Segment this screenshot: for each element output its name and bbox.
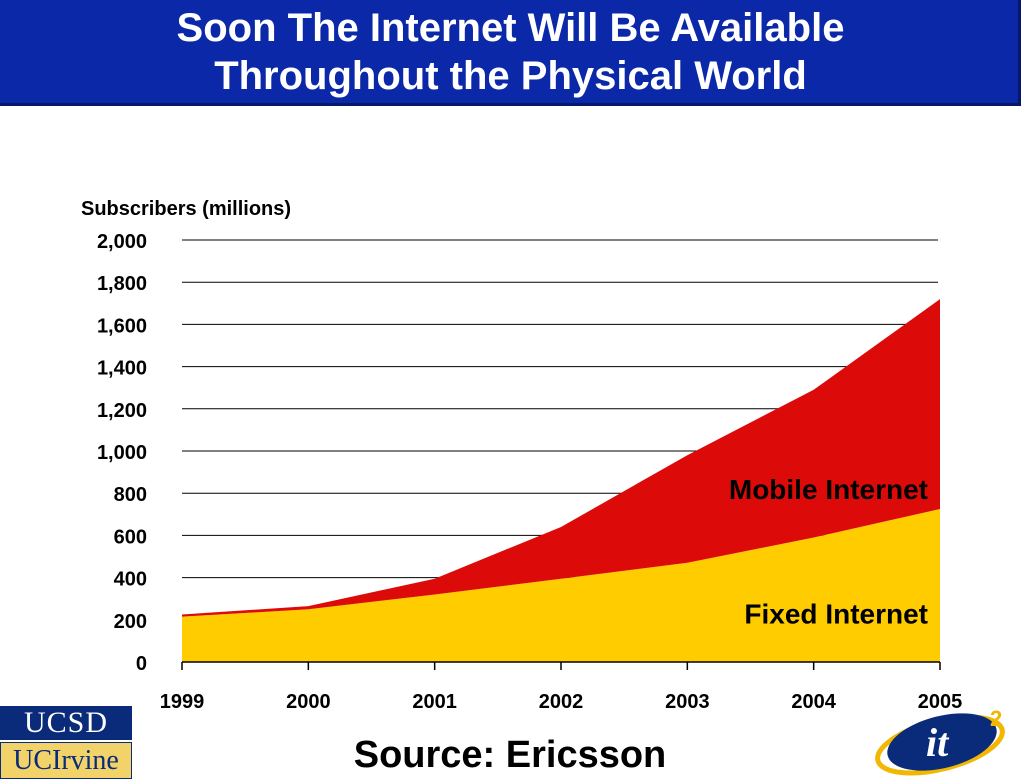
y-axis-title: Subscribers (millions) [81, 198, 291, 220]
university-logo: UCSD UCIrvine [0, 706, 132, 779]
y-tick-label: 200 [114, 611, 147, 633]
area-fixed-internet [182, 509, 940, 662]
title-bar: Soon The Internet Will Be Available Thro… [0, 0, 1021, 106]
ucirvine-logo: UCIrvine [0, 742, 132, 779]
y-tick-label: 1,800 [97, 273, 147, 295]
x-tick-label: 2002 [539, 691, 584, 713]
y-tick-label: 600 [114, 526, 147, 548]
y-tick-label: 1,000 [97, 442, 147, 464]
it2-logo-superscript: 2 [990, 706, 1002, 731]
series-label: Fixed Internet [744, 599, 928, 630]
x-tick-label: 1999 [160, 691, 205, 713]
it2-logo-text: it [926, 720, 950, 765]
ucsd-logo: UCSD [0, 706, 132, 740]
it2-logo-oval [887, 713, 997, 771]
slide-title-line-2: Throughout the Physical World [214, 54, 807, 98]
y-tick-label: 0 [136, 653, 147, 675]
source-caption: Source: Ericsson [353, 734, 667, 776]
x-tick-label: 2000 [286, 691, 331, 713]
x-tick-label: 2001 [412, 691, 457, 713]
y-tick-label: 1,600 [97, 315, 147, 337]
area-mobile-internet [182, 299, 940, 617]
series-label: Mobile Internet [729, 474, 928, 505]
slide-title: Soon The Internet Will Be Available Thro… [0, 4, 1021, 100]
y-tick-label: 400 [114, 569, 147, 591]
y-tick-label: 1,200 [97, 400, 147, 422]
slide-title-line-1: Soon The Internet Will Be Available [176, 6, 845, 50]
y-tick-label: 1,400 [97, 358, 147, 380]
it2-logo: it 2 [875, 706, 1005, 776]
y-tick-label: 800 [114, 484, 147, 506]
x-tick-label: 2005 [918, 691, 963, 713]
x-tick-label: 2004 [791, 691, 836, 713]
y-tick-label: 2,000 [97, 231, 147, 253]
x-tick-label: 2003 [665, 691, 710, 713]
